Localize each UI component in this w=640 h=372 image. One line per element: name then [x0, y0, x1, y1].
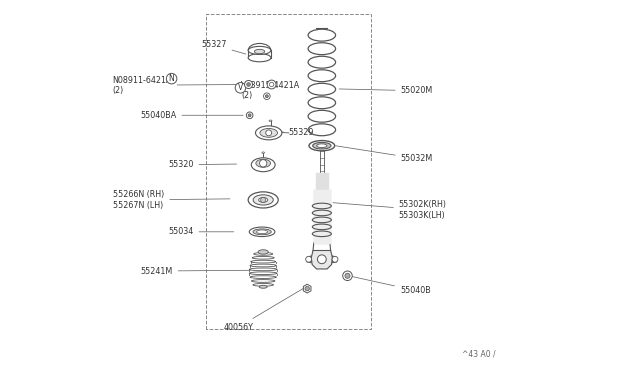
Ellipse shape	[255, 49, 265, 54]
Circle shape	[305, 286, 309, 291]
Circle shape	[246, 112, 253, 119]
Ellipse shape	[308, 56, 335, 68]
Ellipse shape	[253, 283, 273, 286]
Ellipse shape	[250, 264, 276, 267]
Ellipse shape	[308, 83, 335, 95]
Ellipse shape	[309, 141, 335, 151]
Circle shape	[244, 80, 253, 89]
Text: 55302K(RH)
55303K(LH): 55302K(RH) 55303K(LH)	[333, 200, 447, 219]
Ellipse shape	[262, 152, 264, 153]
Polygon shape	[307, 256, 311, 263]
Ellipse shape	[251, 260, 276, 263]
Ellipse shape	[249, 268, 277, 271]
Text: V: V	[238, 83, 243, 92]
Text: 55320: 55320	[168, 160, 237, 169]
Polygon shape	[303, 284, 311, 293]
Text: 55241M: 55241M	[140, 266, 250, 276]
Text: 55032M: 55032M	[335, 146, 433, 163]
Ellipse shape	[249, 227, 275, 237]
Ellipse shape	[260, 128, 278, 137]
Text: 55266N (RH)
55267N (LH): 55266N (RH) 55267N (LH)	[113, 190, 230, 210]
Ellipse shape	[308, 29, 335, 41]
Ellipse shape	[248, 46, 271, 54]
Circle shape	[269, 82, 274, 87]
Circle shape	[266, 95, 268, 98]
Ellipse shape	[249, 272, 277, 275]
Circle shape	[266, 130, 271, 136]
Circle shape	[342, 271, 352, 280]
Text: 55034: 55034	[168, 227, 234, 236]
Circle shape	[260, 160, 267, 167]
Ellipse shape	[313, 142, 331, 149]
Ellipse shape	[253, 253, 273, 255]
Circle shape	[268, 80, 276, 89]
Text: V08915-4421A
(2): V08915-4421A (2)	[241, 81, 300, 100]
Text: 55040BA: 55040BA	[140, 111, 243, 120]
Ellipse shape	[258, 250, 268, 254]
Text: 55020M: 55020M	[339, 86, 433, 95]
Circle shape	[260, 198, 266, 202]
Ellipse shape	[269, 120, 272, 122]
Ellipse shape	[252, 256, 274, 259]
Text: 55329: 55329	[280, 128, 314, 137]
Text: 55040B: 55040B	[351, 276, 431, 295]
Circle shape	[332, 256, 338, 262]
Ellipse shape	[257, 230, 268, 234]
Polygon shape	[311, 250, 332, 269]
Ellipse shape	[317, 144, 327, 148]
Ellipse shape	[252, 158, 275, 172]
Circle shape	[246, 83, 250, 86]
Ellipse shape	[248, 192, 278, 208]
Circle shape	[264, 93, 270, 100]
Ellipse shape	[259, 198, 268, 202]
Ellipse shape	[255, 126, 282, 140]
Ellipse shape	[253, 229, 271, 235]
Circle shape	[345, 273, 350, 278]
Ellipse shape	[253, 195, 273, 205]
Ellipse shape	[308, 110, 335, 122]
Circle shape	[248, 114, 251, 117]
Ellipse shape	[308, 43, 335, 55]
Ellipse shape	[308, 124, 335, 136]
Ellipse shape	[256, 159, 271, 167]
Text: 55327: 55327	[201, 41, 246, 54]
Ellipse shape	[252, 280, 275, 282]
Text: N08911-6421A
(2): N08911-6421A (2)	[112, 76, 241, 95]
Polygon shape	[332, 256, 337, 263]
Ellipse shape	[259, 285, 268, 288]
Circle shape	[306, 256, 312, 262]
Circle shape	[317, 255, 326, 264]
Text: 40056Y: 40056Y	[223, 288, 304, 331]
Ellipse shape	[308, 97, 335, 109]
Ellipse shape	[308, 70, 335, 82]
Ellipse shape	[248, 54, 271, 62]
Text: N: N	[169, 74, 175, 83]
Text: ^43 A0 /: ^43 A0 /	[462, 349, 496, 358]
Ellipse shape	[250, 276, 276, 279]
